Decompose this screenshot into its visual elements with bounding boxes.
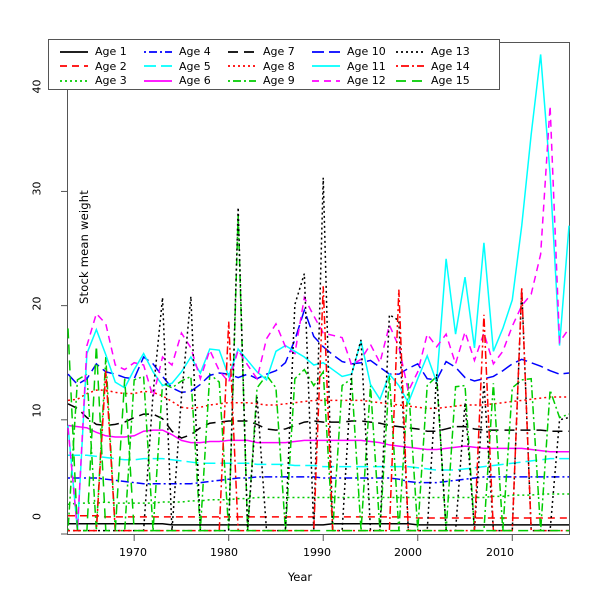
legend-label-age-11: Age 11 bbox=[347, 59, 386, 73]
legend-label-age-7: Age 7 bbox=[263, 45, 295, 59]
legend-item-age-1[interactable]: Age 1 bbox=[59, 45, 143, 59]
series-line-age-14 bbox=[68, 286, 569, 532]
series-line-age-10 bbox=[67, 307, 570, 394]
legend-item-age-12[interactable]: Age 12 bbox=[311, 74, 395, 88]
legend-item-age-4[interactable]: Age 4 bbox=[143, 45, 227, 59]
legend-column-5: Age 13 Age 14 Age 15 bbox=[395, 45, 479, 88]
ytick-label-40: 40 bbox=[30, 79, 44, 94]
legend-label-age-6: Age 6 bbox=[179, 74, 211, 88]
series-line-age-1 bbox=[68, 522, 569, 526]
y-axis-title: Stock mean weight bbox=[77, 190, 91, 304]
legend-item-age-8[interactable]: Age 8 bbox=[227, 60, 311, 74]
ytick-label-10: 10 bbox=[30, 403, 44, 418]
legend-column-2: Age 4 Age 5 Age 6 bbox=[143, 45, 227, 88]
ytick-label-20: 20 bbox=[30, 296, 44, 311]
ytick-0-wrap: 0 bbox=[18, 510, 54, 526]
xtick-label-1980: 1980 bbox=[210, 546, 238, 559]
legend-label-age-3: Age 3 bbox=[95, 74, 127, 88]
series-line-age-15 bbox=[67, 328, 569, 532]
xtick-label-1990: 1990 bbox=[303, 546, 331, 559]
legend-label-age-14: Age 14 bbox=[431, 59, 470, 73]
legend-column-3: Age 7 Age 8 Age 9 bbox=[227, 45, 311, 88]
legend-item-age-11[interactable]: Age 11 bbox=[311, 60, 395, 74]
legend-label-age-12: Age 12 bbox=[347, 74, 386, 88]
legend-label-age-4: Age 4 bbox=[179, 45, 211, 59]
ytick-label-30: 30 bbox=[30, 181, 44, 196]
series-line-age-13 bbox=[68, 177, 570, 532]
series-line-age-7 bbox=[67, 403, 569, 439]
series-line-age-6 bbox=[67, 424, 569, 453]
legend-label-age-1: Age 1 bbox=[95, 45, 127, 59]
legend-label-age-13: Age 13 bbox=[431, 45, 470, 59]
legend-label-age-10: Age 10 bbox=[347, 45, 386, 59]
ytick-10-wrap: 10 bbox=[18, 404, 54, 420]
legend-item-age-15[interactable]: Age 15 bbox=[395, 74, 479, 88]
legend-item-age-13[interactable]: Age 13 bbox=[395, 45, 479, 59]
legend-item-age-14[interactable]: Age 14 bbox=[395, 60, 479, 74]
legend-column-4: Age 10 Age 11 Age 12 bbox=[311, 45, 395, 88]
legend-label-age-8: Age 8 bbox=[263, 59, 295, 73]
legend-item-age-6[interactable]: Age 6 bbox=[143, 74, 227, 88]
xtick-label-2000: 2000 bbox=[394, 546, 422, 559]
x-axis-title: Year bbox=[287, 570, 313, 584]
ytick-30-wrap: 30 bbox=[18, 182, 54, 198]
series-line-age-4 bbox=[68, 476, 569, 485]
series-line-age-3 bbox=[67, 493, 569, 506]
legend-label-age-5: Age 5 bbox=[179, 59, 211, 73]
legend-columns: Age 1 Age 2 Age 3 Age 4 Age 5 Age 6 Age 7 Age 8… bbox=[49, 40, 499, 88]
legend-label-age-15: Age 15 bbox=[431, 74, 470, 88]
ytick-label-0: 0 bbox=[30, 513, 44, 520]
legend-label-age-2: Age 2 bbox=[95, 59, 127, 73]
xtick-label-1970: 1970 bbox=[119, 546, 147, 559]
plot-area bbox=[67, 42, 570, 535]
legend-item-age-10[interactable]: Age 10 bbox=[311, 45, 395, 59]
ytick-20-wrap: 20 bbox=[18, 297, 54, 313]
legend-column-1: Age 1 Age 2 Age 3 bbox=[59, 45, 143, 88]
series-line-age-12 bbox=[67, 105, 570, 531]
legend-label-age-9: Age 9 bbox=[263, 74, 295, 88]
xtick-label-2010: 2010 bbox=[486, 546, 514, 559]
legend: Age 1 Age 2 Age 3 Age 4 Age 5 Age 6 Age 7 Age 8… bbox=[48, 39, 500, 90]
legend-item-age-7[interactable]: Age 7 bbox=[227, 45, 311, 59]
legend-item-age-2[interactable]: Age 2 bbox=[59, 60, 143, 74]
legend-item-age-3[interactable]: Age 3 bbox=[59, 74, 143, 88]
legend-item-age-9[interactable]: Age 9 bbox=[227, 74, 311, 88]
series-line-age-9 bbox=[67, 214, 570, 532]
series-line-age-5 bbox=[68, 454, 569, 471]
series-line-age-2 bbox=[68, 514, 569, 519]
legend-item-age-5[interactable]: Age 5 bbox=[143, 60, 227, 74]
